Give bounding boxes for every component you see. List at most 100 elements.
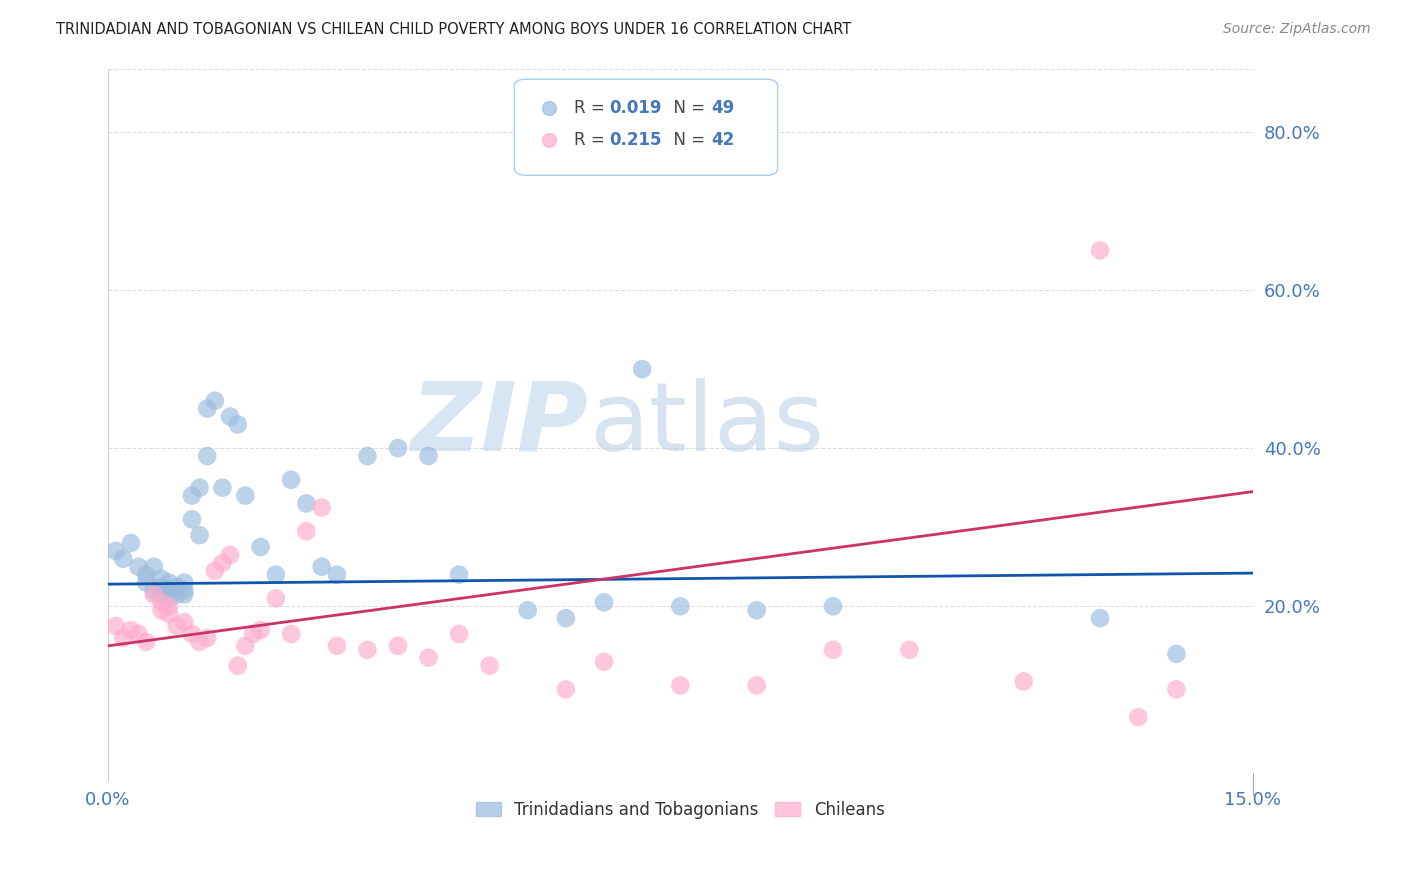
Text: 42: 42 [711, 131, 734, 149]
Point [669, 599, 692, 614]
FancyBboxPatch shape [515, 79, 778, 176]
Point [142, 559, 165, 574]
Point [264, 567, 287, 582]
Text: Source: ZipAtlas.com: Source: ZipAtlas.com [1223, 22, 1371, 37]
Point [249, 623, 271, 637]
Point [204, 393, 226, 408]
Point [195, 401, 218, 416]
Point [150, 587, 173, 601]
Text: N =: N = [664, 131, 710, 149]
Point [157, 575, 180, 590]
Point [135, 567, 157, 582]
Point [311, 500, 333, 515]
Point [631, 362, 654, 376]
Point [204, 564, 226, 578]
Point [188, 635, 211, 649]
Point [745, 603, 768, 617]
Text: 0.215: 0.215 [609, 131, 662, 149]
Point [226, 417, 249, 432]
Point [235, 489, 257, 503]
Point [593, 595, 616, 609]
Text: R =: R = [574, 99, 610, 117]
Point [188, 481, 211, 495]
Point [516, 603, 538, 617]
Point [157, 591, 180, 606]
Point [211, 481, 233, 495]
Point [166, 580, 188, 594]
Point [821, 642, 844, 657]
Point [181, 489, 204, 503]
Point [418, 449, 440, 463]
Point [142, 583, 165, 598]
Point [593, 655, 616, 669]
Point [295, 524, 318, 538]
Point [387, 639, 409, 653]
Point [211, 556, 233, 570]
Point [356, 449, 378, 463]
Point [249, 540, 271, 554]
Point [104, 619, 127, 633]
Text: 0.019: 0.019 [609, 99, 662, 117]
Text: 49: 49 [711, 99, 734, 117]
Point [188, 528, 211, 542]
Point [112, 552, 135, 566]
Point [326, 567, 349, 582]
Text: TRINIDADIAN AND TOBAGONIAN VS CHILEAN CHILD POVERTY AMONG BOYS UNDER 16 CORRELAT: TRINIDADIAN AND TOBAGONIAN VS CHILEAN CH… [56, 22, 852, 37]
Point [157, 599, 180, 614]
Point [295, 496, 318, 510]
Point [356, 642, 378, 657]
Point [447, 627, 470, 641]
Point [112, 631, 135, 645]
Point [1128, 710, 1150, 724]
Point [447, 567, 470, 582]
Point [173, 575, 195, 590]
Point [326, 639, 349, 653]
Point [264, 591, 287, 606]
Point [142, 587, 165, 601]
Point [150, 580, 173, 594]
Point [280, 627, 302, 641]
Point [173, 615, 195, 629]
Text: ZIP: ZIP [411, 378, 589, 471]
Point [173, 583, 195, 598]
Point [821, 599, 844, 614]
Point [181, 627, 204, 641]
Point [1012, 674, 1035, 689]
Point [235, 639, 257, 653]
Point [195, 449, 218, 463]
Point [150, 603, 173, 617]
Point [150, 595, 173, 609]
Point [120, 536, 142, 550]
Point [150, 572, 173, 586]
Point [219, 548, 242, 562]
Point [104, 544, 127, 558]
Point [135, 635, 157, 649]
Point [181, 512, 204, 526]
Point [219, 409, 242, 424]
Point [195, 631, 218, 645]
Point [669, 678, 692, 692]
Legend: Trinidadians and Tobagonians, Chileans: Trinidadians and Tobagonians, Chileans [470, 794, 891, 825]
Point [135, 575, 157, 590]
Point [418, 650, 440, 665]
Point [554, 611, 576, 625]
Point [1088, 611, 1111, 625]
Point [173, 587, 195, 601]
Point [311, 559, 333, 574]
Point [226, 658, 249, 673]
Point [157, 607, 180, 622]
Point [1166, 682, 1188, 697]
Point [157, 583, 180, 598]
Point [166, 619, 188, 633]
Point [280, 473, 302, 487]
Point [745, 678, 768, 692]
Text: R =: R = [574, 131, 610, 149]
Point [898, 642, 921, 657]
Point [387, 441, 409, 455]
Point [128, 627, 150, 641]
Point [478, 658, 501, 673]
Text: atlas: atlas [589, 378, 824, 471]
Point [1166, 647, 1188, 661]
Point [166, 587, 188, 601]
Point [242, 627, 264, 641]
